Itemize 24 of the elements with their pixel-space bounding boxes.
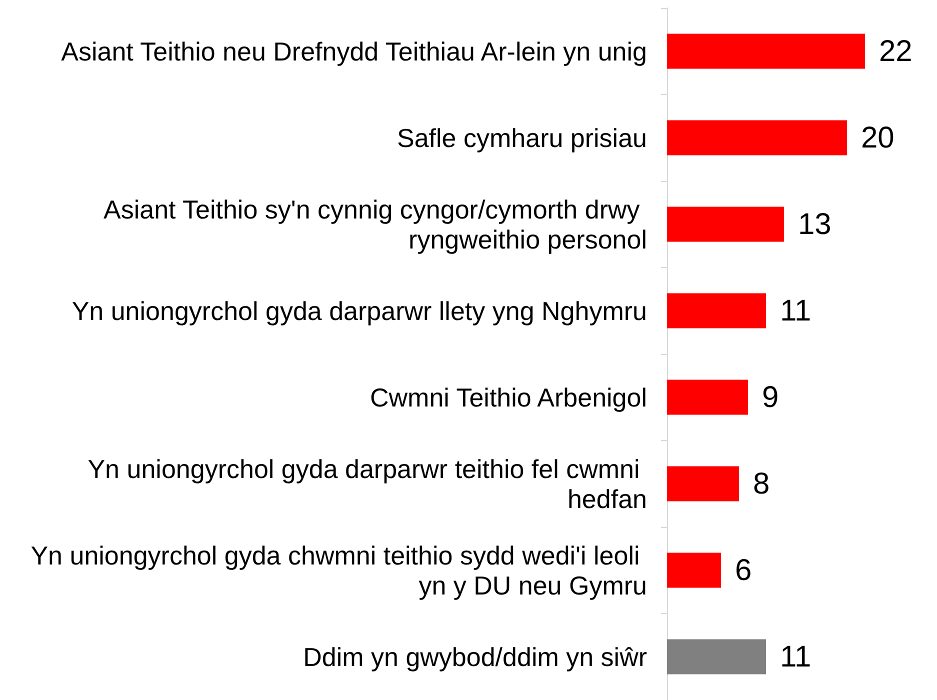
bar: [667, 120, 847, 156]
data-label: 9: [762, 380, 779, 414]
y-tick-label: Yn uniongyrchol gyda darparwr teithio fel cwmni hedfan: [88, 454, 647, 514]
data-label: 11: [780, 294, 812, 328]
bar: [667, 34, 865, 69]
data-label: 6: [735, 554, 752, 587]
bar: [667, 639, 766, 674]
bar: [667, 552, 721, 588]
data-label: 13: [798, 208, 832, 241]
data-label: 22: [879, 34, 912, 68]
bar: [667, 293, 766, 328]
y-tick-label: Yn uniongyrchol gyda chwmni teithio sydd wedi'i leoli yn y DU neu Gymru: [30, 540, 647, 600]
y-tick-label: Yn uniongyrchol gyda darparwr llety yng Nghymru: [72, 296, 647, 326]
y-tick-label: Ddim yn gwybod/ddim yn siŵr: [303, 642, 648, 672]
y-tick-label: Cwmni Teithio Arbenigol: [370, 382, 647, 412]
y-tick-label: Asiant Teithio sy'n cynnig cyngor/cymorth drwy ryngweithio personol: [104, 194, 647, 254]
data-label: 11: [780, 640, 812, 674]
data-label: 8: [753, 467, 770, 500]
y-tick-label: Asiant Teithio neu Drefnydd Teithiau Ar-lein yn unig: [61, 36, 647, 66]
bar: [667, 466, 739, 502]
bar: [667, 380, 748, 415]
data-label: 20: [861, 121, 894, 154]
y-tick-label: Safle cymharu prisiau: [397, 122, 647, 153]
bar: [667, 206, 784, 242]
